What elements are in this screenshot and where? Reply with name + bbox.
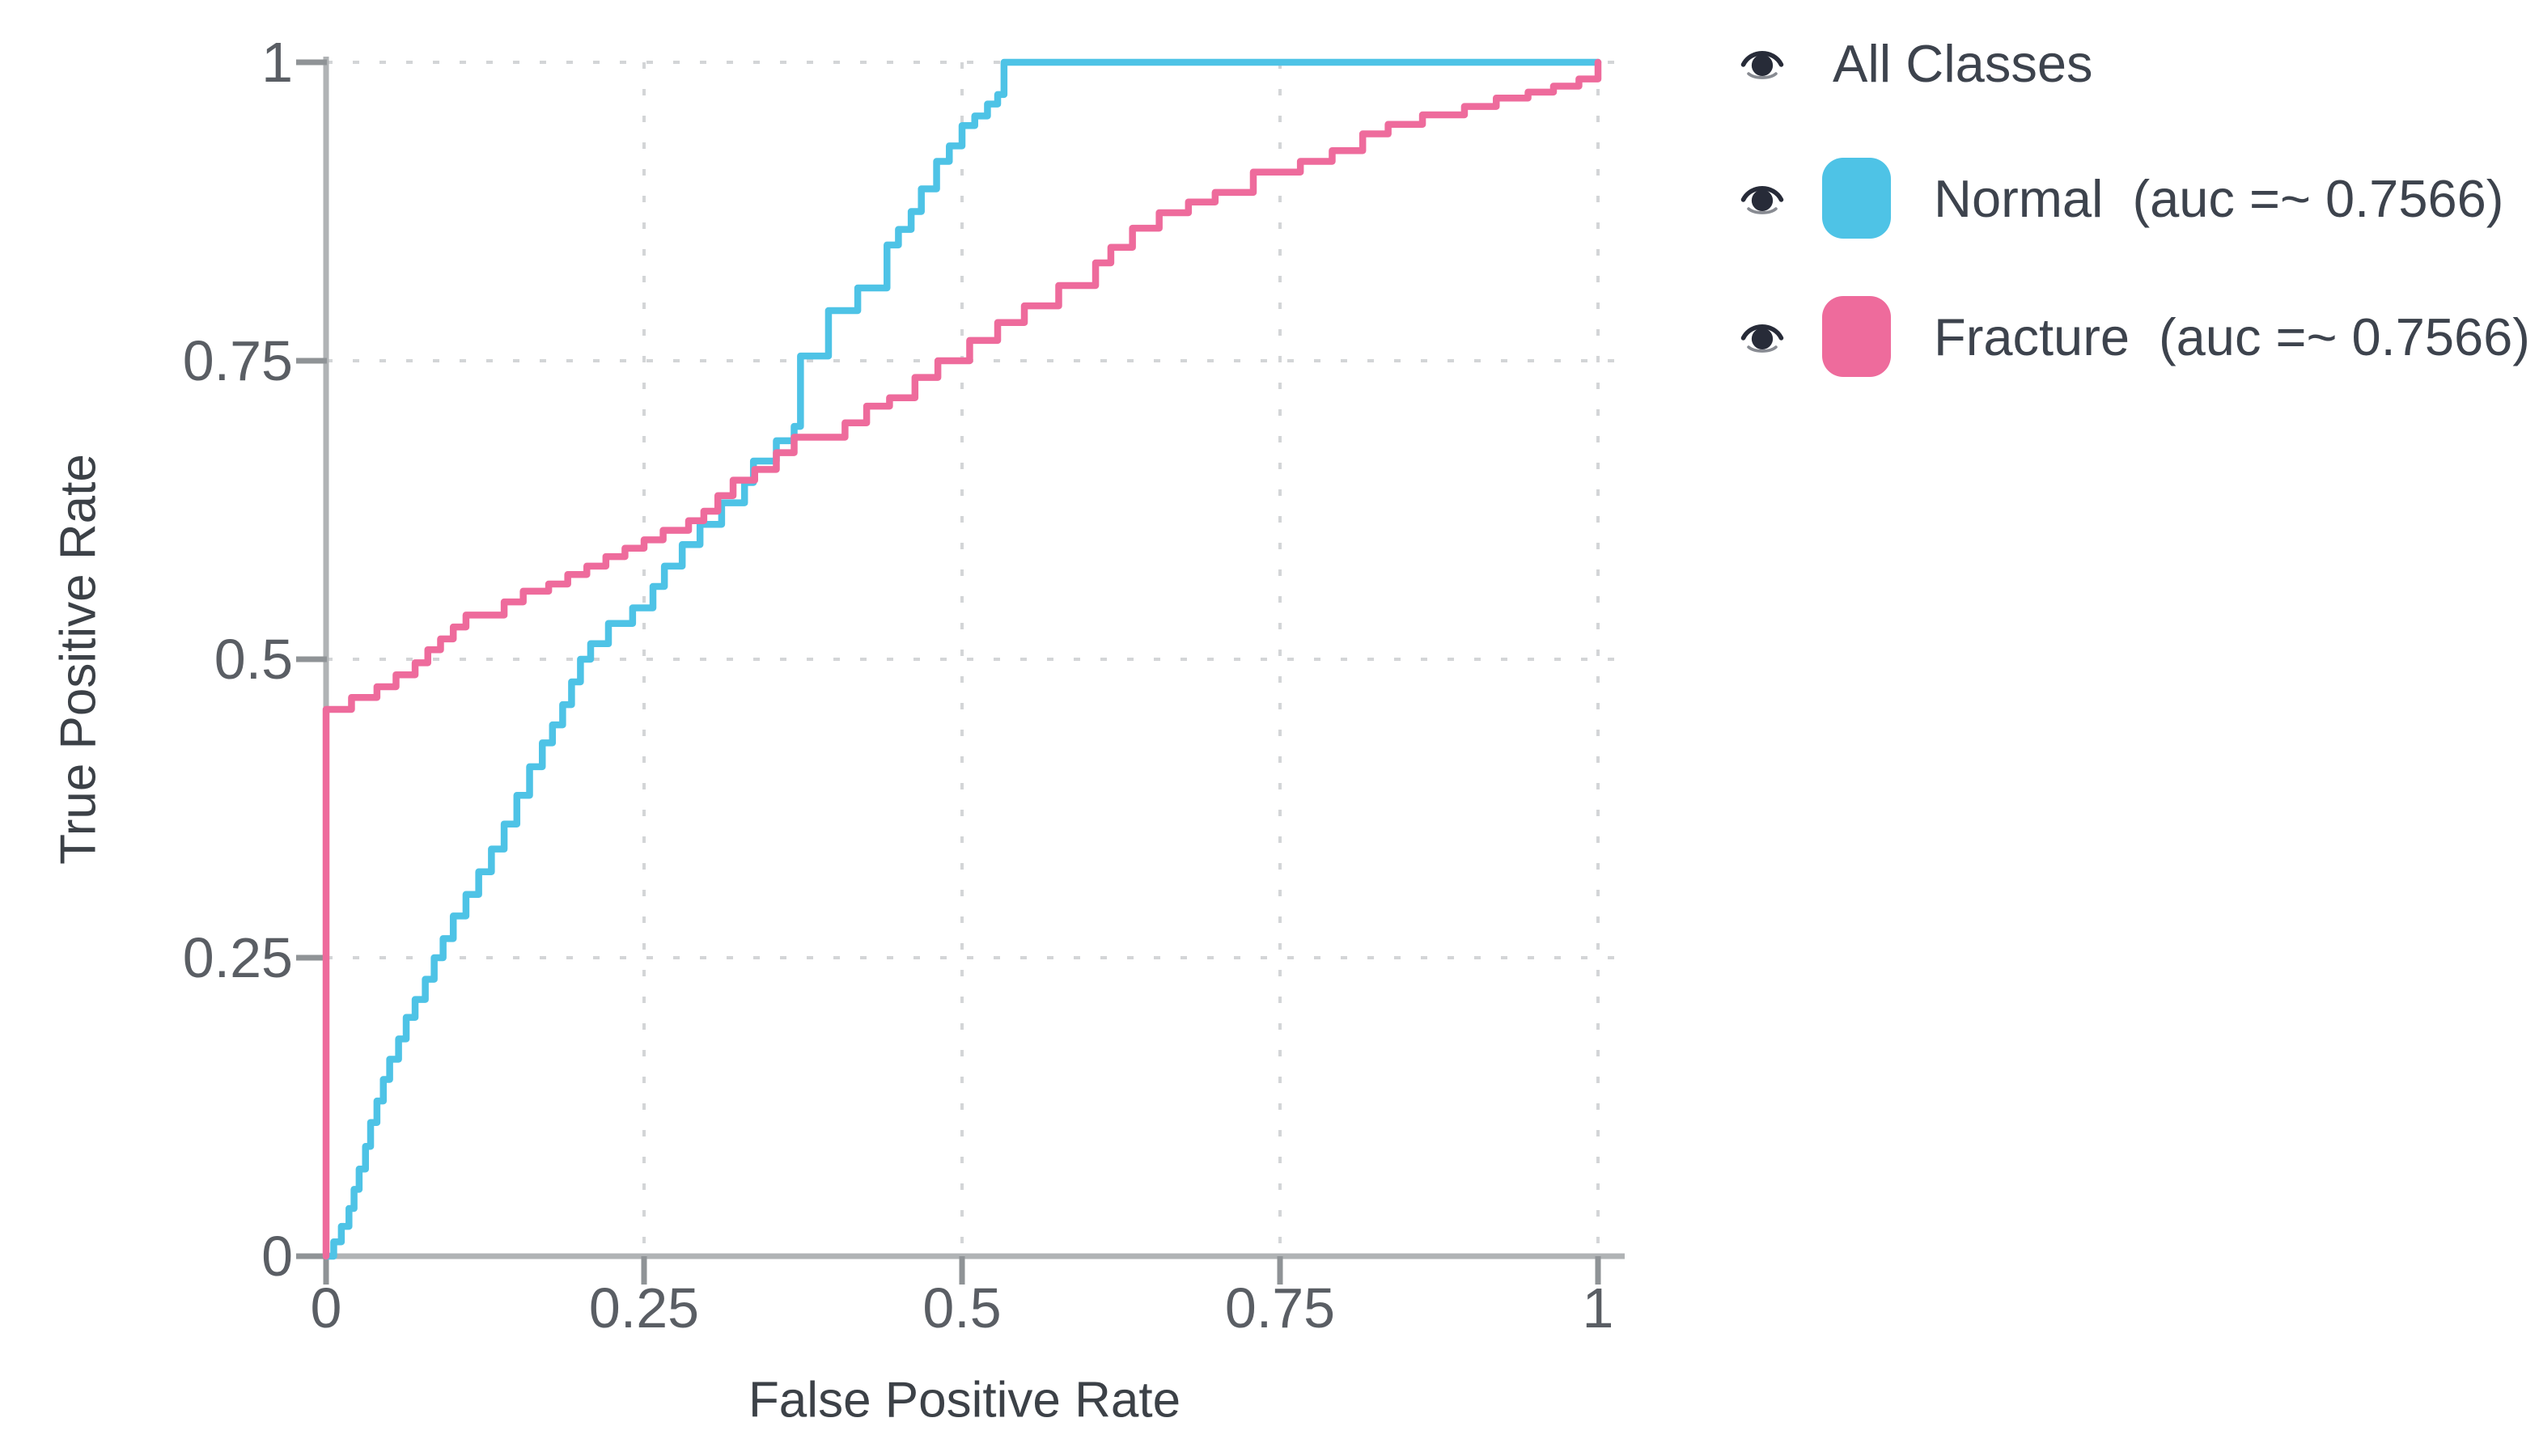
x-axis-title: False Positive Rate [748,1372,1181,1428]
x-tick-label-0.5: 0.5 [922,1276,1002,1340]
legend-item-normal[interactable]: Normal (auc =~ 0.7566) [1738,158,2503,239]
eye-visibility-icon[interactable] [1738,314,1787,359]
y-tick-label-0.5: 0.5 [214,628,293,691]
series-name-normal: Normal [1934,168,2104,228]
roc-curve-normal [322,58,1602,1260]
legend-label-fracture: Fracture (auc =~ 0.7566) [1934,307,2530,367]
legend-item-fracture[interactable]: Fracture (auc =~ 0.7566) [1738,296,2530,377]
gridlines [326,61,1629,1256]
x-tick-label-0.75: 0.75 [1224,1276,1336,1340]
series-name-fracture: Fracture [1934,307,2130,366]
roc-plot-area [296,57,1629,1285]
series-auc-fracture: (auc =~ 0.7566) [2159,307,2530,366]
axis-tick-marks [296,59,1601,1285]
legend-swatch-normal [1822,158,1891,239]
legend-label-all-classes: All Classes [1833,33,2093,93]
series-auc-normal: (auc =~ 0.7566) [2132,168,2504,228]
eye-visibility-icon[interactable] [1738,40,1787,86]
legend-swatch-fracture [1822,296,1891,377]
roc-curves [322,58,1602,1260]
legend-label-normal: Normal (auc =~ 0.7566) [1934,168,2503,229]
legend-item-all-classes[interactable]: All Classes [1738,23,2092,104]
eye-visibility-icon[interactable] [1738,176,1787,221]
y-tick-label-0.25: 0.25 [182,926,293,989]
x-tick-label-1: 1 [1582,1276,1614,1340]
y-tick-label-0.75: 0.75 [182,329,293,392]
x-tick-label-0.25: 0.25 [588,1276,700,1340]
y-tick-label-0: 0 [261,1225,293,1288]
y-tick-label-1: 1 [261,31,293,94]
x-tick-label-0: 0 [310,1276,342,1340]
roc-curve-fracture [322,58,1602,1260]
axes [299,57,1625,1280]
